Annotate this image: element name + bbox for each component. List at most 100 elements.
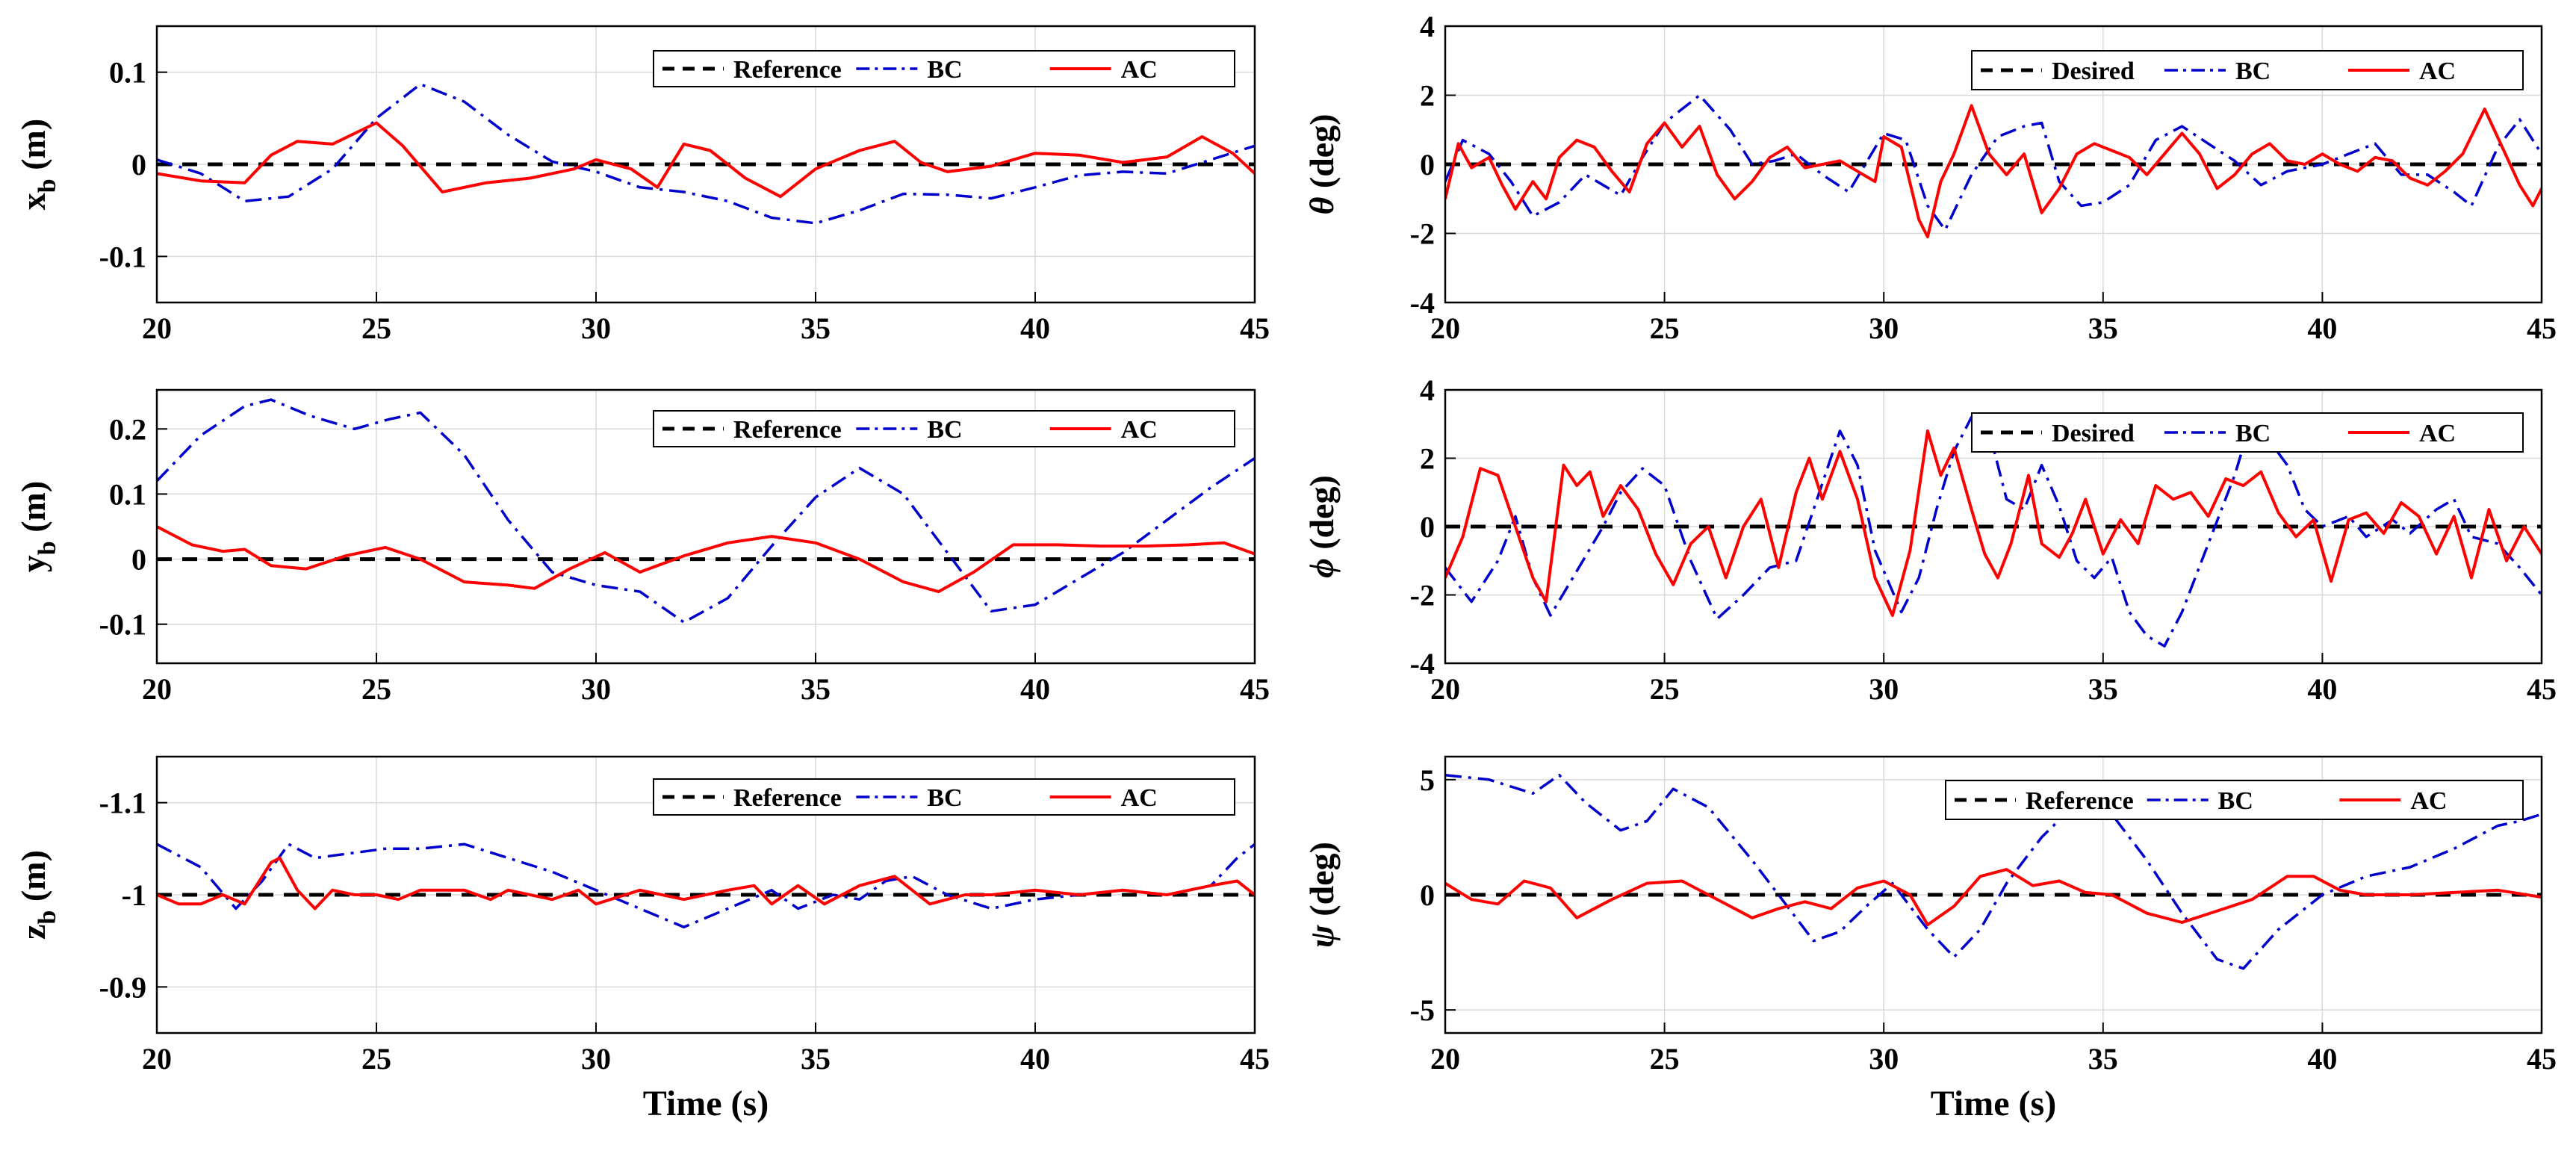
y-tick-label: 0.1 [109, 477, 146, 511]
x-tick-label: 35 [801, 672, 831, 706]
x-tick-label: 45 [1240, 311, 1270, 345]
x-tick-label: 35 [2088, 311, 2118, 345]
legend-label-bc: BC [927, 784, 962, 812]
legend-label-ac: AC [1121, 416, 1158, 444]
y-tick-label: 4 [1420, 10, 1435, 43]
y-axis-label: yb (m) [14, 481, 61, 572]
x-tick-label: 20 [1430, 672, 1460, 706]
x-tick-label: 45 [2527, 1042, 2557, 1076]
x-tick-label: 35 [801, 311, 831, 345]
x-tick-label: 40 [2307, 1042, 2337, 1076]
y-axis-label-unit: (deg) [1303, 114, 1341, 196]
y-tick-label: 0 [1420, 148, 1435, 182]
x-tick-label: 25 [1650, 672, 1680, 706]
x-tick-label: 30 [581, 311, 611, 345]
y-axis-label: xb (m) [14, 119, 61, 210]
y-axis-label-symbol: x [14, 193, 52, 210]
x-tick-label: 40 [2307, 672, 2337, 706]
legend-label-reference: Desired [2052, 58, 2135, 85]
series-line-bc [1445, 773, 2542, 970]
x-tick-label: 25 [1650, 1042, 1680, 1076]
series-group [1445, 773, 2542, 970]
y-axis-label-subscript: b [34, 541, 61, 555]
x-tick-label: 45 [2527, 672, 2557, 706]
legend-label-reference: Reference [733, 416, 842, 444]
legend-label-bc: BC [2218, 787, 2253, 815]
y-tick-label: 0 [131, 543, 146, 577]
plot-frame [155, 755, 1256, 1034]
legend-label-reference: Reference [733, 56, 842, 84]
series-group [157, 82, 1255, 225]
legend-label-bc: BC [927, 416, 962, 444]
series-line-bc [157, 82, 1255, 225]
plot-frame [155, 25, 1256, 304]
y-tick-label: -0.1 [99, 608, 146, 642]
x-tick-label: 35 [2088, 1042, 2118, 1076]
series-line-ac [1445, 429, 2542, 617]
legend-label-reference: Desired [2052, 420, 2135, 447]
series-group [1445, 415, 2542, 648]
x-tick-label: 40 [1020, 1042, 1050, 1076]
y-tick-label: -0.1 [99, 240, 146, 273]
y-axis-label-symbol: z [14, 924, 52, 939]
y-tick-label: 0 [1420, 510, 1435, 544]
y-tick-label: 2 [1420, 79, 1435, 113]
legend: Reference BC AC [653, 410, 1235, 447]
x-tick-label: 20 [1430, 311, 1460, 345]
plot-frame [1444, 25, 2543, 304]
series-line-ac [1445, 868, 2542, 927]
y-tick-label: 0.2 [109, 412, 146, 446]
legend-box [1971, 412, 2524, 453]
plot-frame [1444, 388, 2543, 665]
series-group [157, 398, 1255, 624]
legend: Reference BC AC [653, 50, 1235, 87]
legend: Desired BC AC [1971, 412, 2524, 453]
x-tick-label: 25 [361, 672, 391, 706]
y-tick-label: -2 [1410, 579, 1435, 612]
y-tick-label: 2 [1420, 442, 1435, 476]
y-tick-label: 4 [1420, 373, 1435, 407]
legend: Reference BC AC [1945, 780, 2524, 820]
y-tick-label: 0 [131, 148, 146, 182]
x-tick-label: 30 [1869, 1042, 1899, 1076]
legend-label-ac: AC [2410, 787, 2447, 815]
x-tick-label: 20 [1430, 1042, 1460, 1076]
y-axis-label-symbol: θ [1303, 197, 1341, 215]
y-axis-label: zb (m) [14, 850, 61, 940]
y-axis-label-unit: (deg) [1303, 842, 1341, 925]
y-axis-label-subscript: b [34, 179, 61, 193]
legend-label-reference: Reference [2026, 787, 2134, 815]
x-tick-label: 40 [1020, 311, 1050, 345]
y-tick-label: -2 [1410, 217, 1435, 251]
x-tick-label: 25 [1650, 311, 1680, 345]
series-group [157, 843, 1255, 928]
legend-label-bc: BC [2235, 58, 2271, 85]
x-axis-label: Time (s) [643, 1084, 769, 1123]
panel-zb: 20 25 30 35 40 45 -1.1 -1 -0.9 zb (m) Time (s) Refe… [14, 755, 1270, 1123]
panel-xb: 20 25 30 35 40 45 0.1 0 -0.1 xb (m) Reference BC AC [14, 25, 1270, 345]
x-tick-label: 35 [801, 1042, 831, 1076]
x-tick-label: 45 [1240, 672, 1270, 706]
series-line-bc [1445, 93, 2542, 232]
x-tick-label: 30 [1869, 311, 1899, 345]
legend-label-bc: BC [927, 56, 962, 84]
y-axis-label-symbol: ψ [1303, 924, 1341, 948]
y-axis-label-symbol: y [14, 555, 52, 572]
y-tick-label: -1 [122, 878, 146, 912]
x-tick-label: 25 [361, 311, 391, 345]
legend-label-ac: AC [2419, 58, 2456, 85]
legend-box [653, 50, 1235, 87]
y-axis-label: θ (deg) [1303, 114, 1341, 214]
legend-box [1945, 780, 2524, 820]
y-tick-label: -0.9 [99, 970, 146, 1004]
legend-box [653, 410, 1235, 447]
x-tick-label: 20 [142, 672, 172, 706]
legend-label-reference: Reference [733, 784, 842, 812]
y-tick-label: 5 [1420, 763, 1435, 797]
y-axis-label: ψ (deg) [1303, 842, 1341, 948]
y-axis-label: ϕ (deg) [1303, 475, 1341, 578]
